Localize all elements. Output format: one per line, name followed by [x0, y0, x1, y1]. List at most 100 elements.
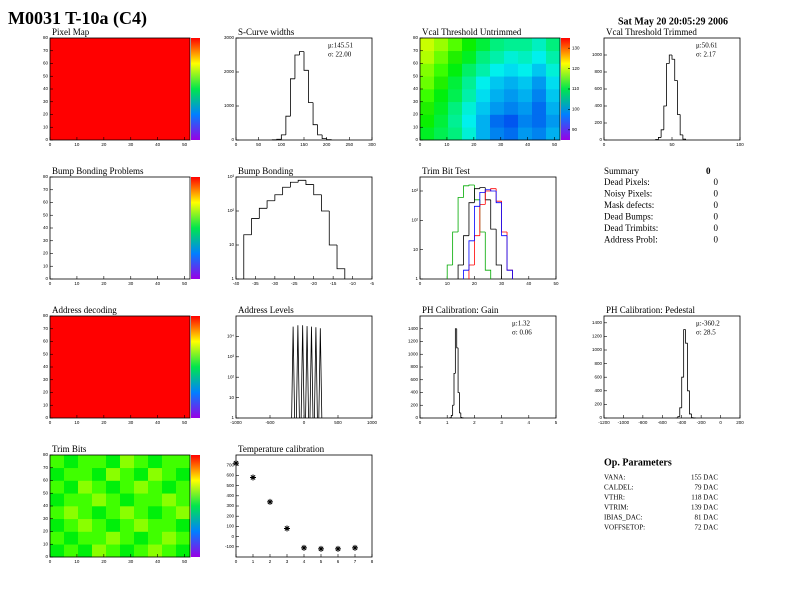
panel-title: Vcal Threshold Untrimmed — [422, 27, 522, 37]
x-tick-label: 5 — [555, 420, 558, 425]
summary-value: 0 — [714, 223, 719, 233]
heatmap-cell — [448, 50, 463, 64]
heatmap-cell — [78, 531, 93, 545]
level-peak — [314, 327, 318, 419]
heatmap-cell — [420, 101, 435, 115]
heatmap-cell — [92, 531, 107, 545]
heatmap-cell — [476, 89, 491, 103]
level-peak — [309, 326, 314, 419]
y-tick-label: 70 — [413, 48, 419, 53]
heatmap-cell — [162, 518, 177, 532]
plot-frame — [49, 176, 191, 280]
summary-label: Dead Pixels: — [604, 177, 650, 187]
heatmap-cell — [448, 127, 463, 141]
heatmap-cell — [106, 531, 121, 545]
heatmap-cell — [92, 493, 107, 507]
heatmap-cell — [148, 467, 163, 481]
x-tick-label: -1200 — [598, 420, 610, 425]
x-tick-label: 10 — [74, 420, 80, 425]
hist-bin — [274, 194, 283, 201]
y-tick-label: 10 — [229, 242, 235, 247]
colorbar — [191, 455, 200, 557]
x-tick-label: -800 — [638, 420, 648, 425]
x-tick-label: 10 — [74, 281, 80, 286]
hist-bin — [495, 188, 502, 202]
y-tick-label: 0 — [45, 415, 48, 420]
level-peak — [295, 325, 300, 419]
x-tick-label: 3 — [286, 559, 289, 564]
hist-bin — [450, 415, 453, 418]
y-tick-label: 60 — [413, 61, 419, 66]
y-tick-label: 1400 — [408, 326, 419, 331]
y-tick-label: 50 — [43, 490, 49, 495]
heatmap-cell — [434, 127, 449, 141]
y-tick-label: 40 — [43, 225, 49, 230]
panel-title: Trim Bits — [52, 444, 87, 454]
x-tick-label: 0 — [719, 420, 722, 425]
y-tick-label: 600 — [594, 374, 602, 379]
y-tick-label: 400 — [410, 390, 418, 395]
heatmap-cell — [162, 480, 177, 494]
hist-bin — [452, 231, 459, 266]
plot-frame — [235, 176, 373, 280]
heatmap-cell — [162, 493, 177, 507]
scatter-point — [335, 545, 341, 552]
x-tick-label: 40 — [155, 142, 161, 147]
y-tick-label: 10³ — [227, 174, 234, 179]
heatmap-cell — [504, 38, 519, 52]
hist-bin — [681, 376, 684, 408]
y-tick-label: 600 — [226, 473, 234, 478]
heatmap-cell — [120, 506, 135, 520]
heatmap-cell — [176, 531, 191, 545]
hist-bin — [285, 115, 291, 135]
y-tick-label: 30 — [413, 99, 419, 104]
colorbar-label: 110 — [572, 86, 580, 91]
y-tick-label: 10 — [229, 395, 235, 400]
panel-title: Address Levels — [238, 305, 294, 315]
x-tick-label: 40 — [155, 420, 161, 425]
x-tick-label: 0 — [235, 559, 238, 564]
y-tick-label: 10³ — [411, 188, 418, 193]
hist-bin — [460, 412, 463, 418]
y-tick-label: 800 — [410, 364, 418, 369]
y-tick-label: 50 — [43, 73, 49, 78]
x-tick-label: -10 — [349, 281, 356, 286]
param-value: 79 DAC — [694, 484, 718, 492]
colorbar-label: 130 — [572, 45, 580, 50]
summary-value: 0 — [714, 212, 719, 222]
heatmap-cell — [162, 506, 177, 520]
y-tick-label: 800 — [594, 361, 602, 366]
heatmap-cell — [64, 493, 79, 507]
heatmap-cell — [92, 455, 107, 469]
panel-title: Bump Bonding Problems — [52, 166, 144, 176]
hist-bin — [506, 235, 513, 279]
heatmap-cell — [420, 50, 435, 64]
heatmap-cell — [546, 127, 561, 141]
y-tick-label: 50 — [413, 73, 419, 78]
hist-bin — [468, 264, 475, 279]
heatmap-cell — [64, 506, 79, 520]
scatter-point — [318, 545, 324, 552]
heatmap-cell — [448, 101, 463, 115]
heatmap-cell — [176, 467, 191, 481]
x-tick-label: 5 — [320, 559, 323, 564]
heatmap-cell — [50, 518, 65, 532]
heatmap-cell — [134, 493, 149, 507]
y-tick-label: 60 — [43, 200, 49, 205]
heatmap-cell — [434, 101, 449, 115]
heatmap-cell — [148, 493, 163, 507]
hist-bin — [479, 191, 486, 207]
hist-bin — [660, 129, 664, 138]
heatmap-cell — [50, 455, 65, 469]
x-tick-label: -1000 — [230, 420, 242, 425]
y-tick-label: 10 — [43, 124, 49, 129]
heatmap-cell — [162, 544, 177, 558]
stats-text: μ:1.32 — [512, 320, 530, 328]
x-tick-label: 0 — [49, 559, 52, 564]
heatmap-cell — [532, 76, 547, 90]
scatter-point — [352, 544, 358, 551]
heatmap-cell — [64, 531, 79, 545]
heatmap-cell — [176, 506, 191, 520]
y-tick-label: 50 — [43, 351, 49, 356]
hist-bin — [474, 188, 480, 203]
